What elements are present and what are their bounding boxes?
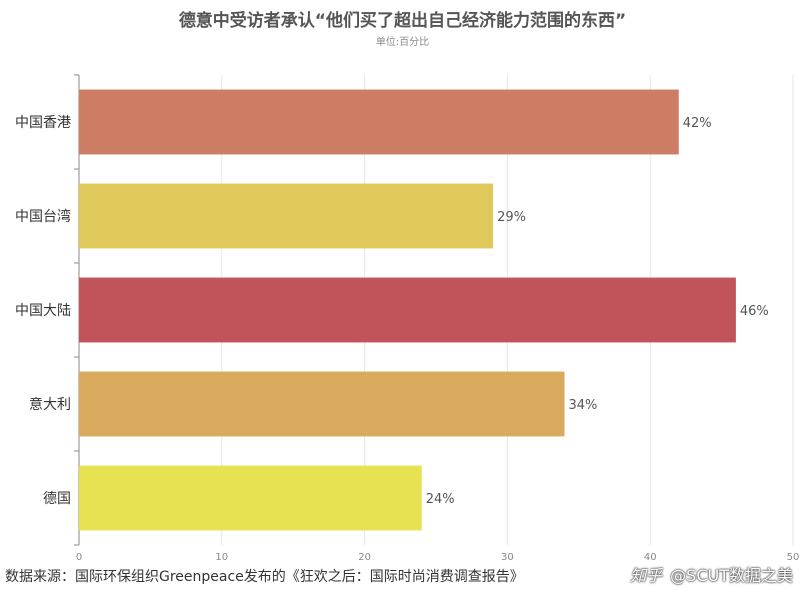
y-category-label: 中国台湾 <box>15 208 71 225</box>
bar-value-label: 24% <box>426 492 455 507</box>
bar-value-label: 29% <box>497 210 526 225</box>
bar-value-label: 42% <box>683 116 712 131</box>
watermark-logo: 知乎 <box>630 566 663 585</box>
x-tick-label: 40 <box>644 552 657 560</box>
y-category-label: 中国香港 <box>15 115 71 131</box>
x-tick-label: 0 <box>76 552 82 560</box>
x-tick-label: 10 <box>215 552 228 560</box>
y-category-label: 中国大陆 <box>15 303 71 319</box>
x-tick-label: 50 <box>787 552 800 560</box>
y-category-label: 意大利 <box>29 396 71 413</box>
bar <box>79 183 494 249</box>
chart-title: 德意中受访者承认“他们买了超出自己经济能力范围的东西” <box>178 11 627 31</box>
watermark: 知乎 @SCUT数据之美 <box>630 562 793 586</box>
x-tick-label: 20 <box>358 552 371 560</box>
y-category-label: 德国 <box>43 491 71 507</box>
bar-value-label: 46% <box>740 304 769 319</box>
bar <box>79 89 679 155</box>
bar-value-label: 34% <box>569 398 598 413</box>
x-tick-label: 30 <box>501 552 514 560</box>
bar-chart: 0 10 20 30 40 50 中国香港 42% 中国台湾 29% 中国大陆 46% 意大利 34% 德国… <box>15 74 800 560</box>
source-note: 数据来源：国际环保组织Greenpeace发布的《狂欢之后：国际时尚消费调查报告… <box>5 569 524 585</box>
bar <box>79 277 736 343</box>
watermark-handle: @SCUT数据之美 <box>670 566 793 585</box>
bar <box>79 465 422 531</box>
chart-subtitle: 单位:百分比 <box>375 37 430 48</box>
bar <box>79 371 565 437</box>
